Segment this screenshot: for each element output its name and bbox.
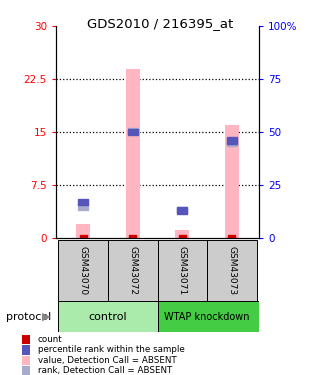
Bar <box>59 301 158 332</box>
Text: percentile rank within the sample: percentile rank within the sample <box>38 345 185 354</box>
Bar <box>22 366 30 375</box>
Bar <box>158 301 259 332</box>
Bar <box>128 129 138 135</box>
Bar <box>227 140 237 146</box>
Bar <box>126 69 140 238</box>
Bar <box>177 207 187 214</box>
Bar <box>78 203 88 210</box>
Text: rank, Detection Call = ABSENT: rank, Detection Call = ABSENT <box>38 366 172 375</box>
Bar <box>128 128 138 134</box>
Bar <box>59 240 108 302</box>
Bar <box>228 235 236 238</box>
Bar <box>22 356 30 365</box>
Bar <box>108 240 158 302</box>
Bar <box>227 138 237 144</box>
Bar <box>158 240 207 302</box>
Text: WTAP knockdown: WTAP knockdown <box>164 312 250 321</box>
Text: value, Detection Call = ABSENT: value, Detection Call = ABSENT <box>38 356 177 365</box>
Bar <box>177 207 187 213</box>
Bar <box>22 345 30 355</box>
Text: ▶: ▶ <box>42 312 51 322</box>
Text: GDS2010 / 216395_at: GDS2010 / 216395_at <box>87 17 233 30</box>
Bar <box>225 125 239 238</box>
Bar <box>80 235 87 238</box>
Bar <box>179 235 186 238</box>
Text: GSM43071: GSM43071 <box>178 246 187 296</box>
Text: GSM43073: GSM43073 <box>228 246 236 296</box>
Bar <box>175 230 189 238</box>
Bar <box>78 199 88 205</box>
Bar <box>207 240 257 302</box>
Bar <box>22 335 30 344</box>
Bar <box>129 235 136 238</box>
Text: count: count <box>38 335 62 344</box>
Text: GSM43072: GSM43072 <box>128 246 137 296</box>
Text: protocol: protocol <box>6 312 52 322</box>
Bar <box>76 224 90 238</box>
Text: control: control <box>89 312 127 321</box>
Text: GSM43070: GSM43070 <box>79 246 88 296</box>
